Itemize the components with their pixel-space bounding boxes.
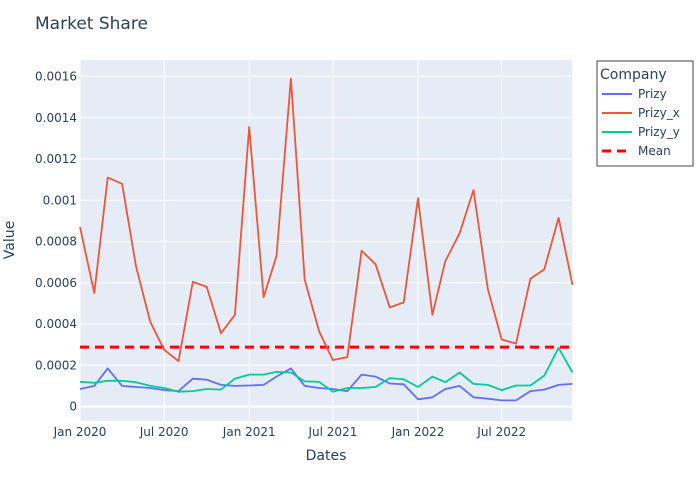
x-tick-label: Jul 2021 — [308, 425, 358, 439]
legend-item-prizy-y[interactable]: Prizy_y — [602, 125, 680, 139]
legend[interactable]: Company Prizy Prizy_x Prizy_y Mean — [596, 60, 694, 167]
y-tick-label: 0.0012 — [35, 152, 77, 166]
y-tick-label: 0.001 — [43, 193, 77, 207]
legend-item-mean[interactable]: Mean — [602, 144, 671, 158]
x-tick-label: Jul 2022 — [476, 425, 526, 439]
x-axis-ticks: Jan 2020 Jul 2020 Jan 2021 Jul 2021 Jan 2022… — [53, 425, 527, 439]
y-tick-label: 0.0004 — [35, 317, 77, 331]
x-tick-label: Jan 2022 — [391, 425, 445, 439]
x-tick-label: Jan 2021 — [222, 425, 276, 439]
y-tick-label: 0.0002 — [35, 358, 77, 372]
legend-label: Prizy — [638, 87, 667, 101]
y-tick-label: 0.0014 — [35, 111, 77, 125]
series-line-prizy-x — [79, 77, 574, 363]
x-tick-label: Jan 2020 — [53, 425, 107, 439]
x-tick-label: Jul 2020 — [139, 425, 189, 439]
chart-title: Market Share — [35, 14, 148, 34]
y-tick-label: 0.0016 — [35, 70, 77, 84]
legend-title: Company — [600, 67, 667, 83]
series-layer — [79, 77, 574, 402]
y-tick-label: 0.0008 — [35, 235, 77, 249]
legend-items[interactable]: Prizy Prizy_x Prizy_y Mean — [602, 87, 680, 158]
series-line-prizy-y — [79, 346, 574, 393]
legend-item-prizy-x[interactable]: Prizy_x — [602, 106, 680, 120]
legend-label: Mean — [638, 144, 671, 158]
legend-label: Prizy_y — [638, 125, 680, 139]
series-line-prizy — [79, 367, 573, 402]
x-axis-title: Dates — [306, 448, 347, 464]
y-axis-title: Value — [2, 221, 18, 259]
plot-background — [80, 60, 572, 421]
y-tick-label: 0 — [69, 400, 77, 414]
y-axis-ticks: 0 0.0002 0.0004 0.0006 0.0008 0.001 0.0012 0.00… — [35, 70, 77, 414]
legend-label: Prizy_x — [638, 106, 680, 120]
y-tick-label: 0.0006 — [35, 276, 77, 290]
legend-item-prizy[interactable]: Prizy — [602, 87, 667, 101]
